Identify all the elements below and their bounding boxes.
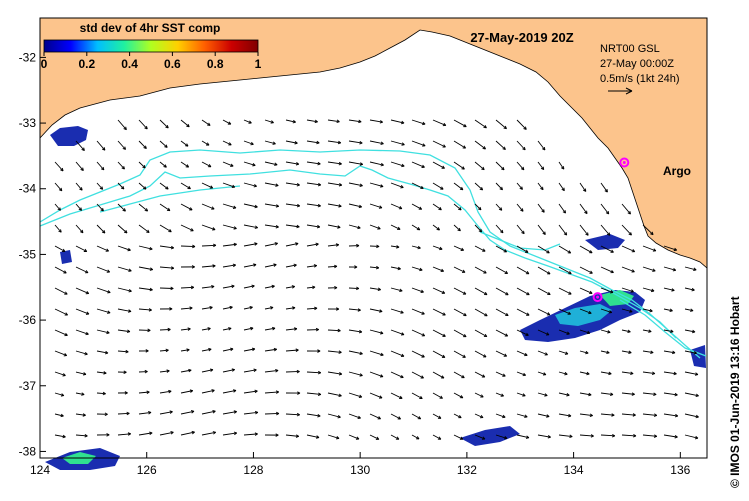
- colorbar-tick-label: 0.2: [78, 57, 95, 71]
- y-tick-label: -34: [19, 182, 37, 196]
- colorbar-tick-label: 0.8: [207, 57, 224, 71]
- x-tick-label: 136: [670, 463, 690, 477]
- credit-text: © IMOS 01-Jun-2019 13:16 Hobart: [725, 200, 745, 490]
- y-tick-label: -35: [19, 247, 37, 261]
- colorbar-tick-label: 0.6: [164, 57, 181, 71]
- credit-label: © IMOS 01-Jun-2019 13:16 Hobart: [728, 296, 742, 488]
- y-tick-label: -36: [19, 313, 37, 327]
- colorbar-tick-label: 0.4: [121, 57, 138, 71]
- argo-label: Argo: [663, 164, 691, 178]
- x-tick-label: 128: [243, 463, 263, 477]
- x-tick-label: 134: [564, 463, 584, 477]
- date-title: 27-May-2019 20Z: [470, 30, 573, 45]
- colorbar-gradient: [44, 40, 258, 52]
- x-tick-label: 130: [350, 463, 370, 477]
- valid-time-label: 27-May 00:00Z: [600, 58, 674, 70]
- product-label: NRT00 GSL: [600, 43, 660, 55]
- y-tick-label: -32: [19, 50, 37, 64]
- y-tick-label: -38: [19, 444, 37, 458]
- colorbar-tick-label: 0: [41, 57, 48, 71]
- y-tick-label: -37: [19, 379, 37, 393]
- x-tick-label: 126: [137, 463, 157, 477]
- colorbar-tick-label: 1: [255, 57, 262, 71]
- scale-label: 0.5m/s (1kt 24h): [600, 73, 679, 85]
- x-tick-label: 124: [30, 463, 50, 477]
- colorbar-title: std dev of 4hr SST comp: [80, 21, 221, 35]
- x-tick-label: 132: [457, 463, 477, 477]
- y-tick-label: -33: [19, 116, 37, 130]
